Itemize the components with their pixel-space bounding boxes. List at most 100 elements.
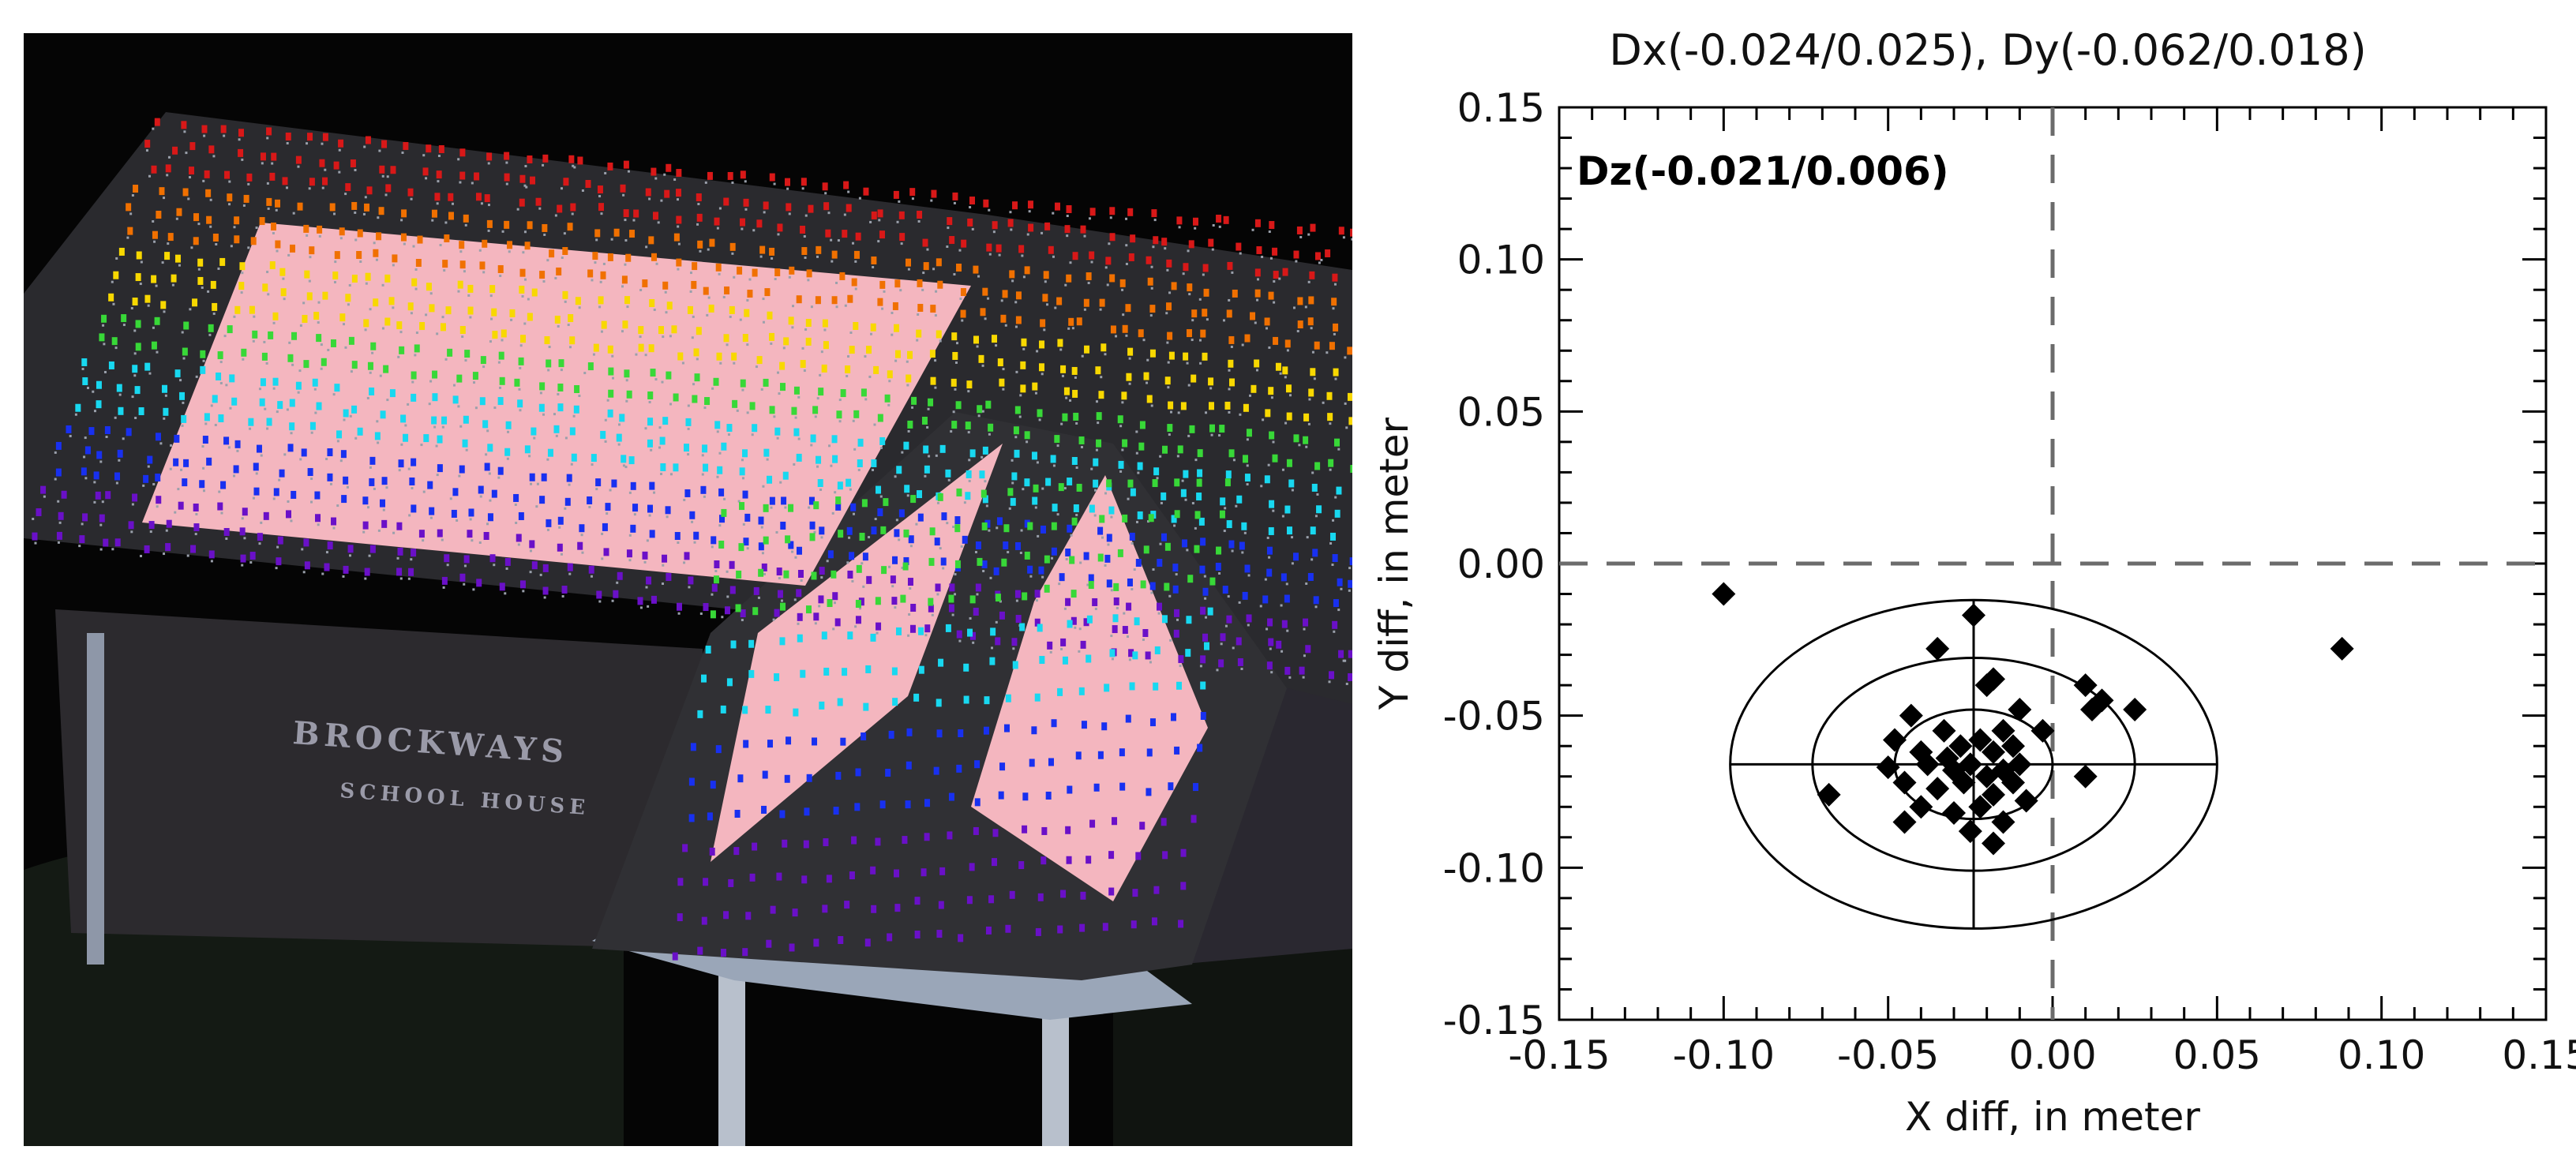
- lidar-point: [1172, 564, 1179, 572]
- lidar-point: [731, 352, 737, 361]
- lidar-point: [696, 193, 702, 202]
- lidar-point: [164, 252, 171, 260]
- lidar-point: [347, 545, 354, 553]
- lidar-point: [1162, 445, 1168, 454]
- lidar-point: [607, 162, 613, 170]
- lidar-point: [922, 238, 928, 247]
- lidar-point: [93, 410, 96, 413]
- lidar-point: [945, 469, 951, 478]
- lidar-point: [464, 223, 467, 227]
- lidar-point: [334, 384, 340, 392]
- lidar-point: [888, 380, 891, 383]
- lidar-point: [564, 497, 571, 506]
- lidar-point: [1198, 298, 1202, 301]
- lidar-point: [1288, 676, 1292, 679]
- lidar-point: [992, 230, 996, 234]
- lidar-point: [1001, 558, 1007, 567]
- lidar-point: [626, 390, 632, 399]
- lidar-point: [197, 276, 204, 285]
- lidar-point: [1064, 283, 1067, 287]
- lidar-point: [823, 667, 830, 676]
- lidar-point: [515, 521, 518, 524]
- lidar-point: [357, 229, 363, 238]
- lidar-point: [1338, 650, 1344, 658]
- lidar-point: [457, 405, 460, 408]
- lidar-point: [1152, 245, 1155, 249]
- lidar-point: [624, 239, 628, 242]
- lidar-point: [713, 377, 719, 386]
- lidar-point: [277, 536, 283, 545]
- lidar-point: [788, 317, 794, 325]
- lidar-point: [673, 463, 679, 472]
- lidar-point: [210, 404, 213, 407]
- lidar-point: [128, 521, 134, 530]
- lidar-point: [655, 262, 658, 265]
- lidar-point: [876, 485, 882, 494]
- lidar-point: [143, 474, 149, 483]
- lidar-point: [737, 266, 743, 275]
- lidar-point: [648, 344, 654, 353]
- lidar-point: [623, 209, 629, 218]
- lidar-point: [539, 573, 542, 576]
- lidar-point: [324, 563, 330, 571]
- lidar-point: [894, 606, 897, 609]
- lidar-point: [1202, 633, 1209, 642]
- lidar-point: [818, 605, 821, 608]
- lidar-point: [309, 421, 316, 430]
- lidar-point: [482, 239, 488, 248]
- lidar-point: [823, 341, 829, 350]
- lidar-point: [1146, 256, 1152, 264]
- lidar-point: [366, 396, 369, 399]
- lidar-point: [621, 275, 628, 284]
- lidar-point: [464, 359, 467, 362]
- lidar-point: [937, 280, 943, 289]
- lidar-point: [960, 288, 966, 297]
- lidar-point: [1104, 353, 1107, 356]
- lidar-point: [126, 428, 132, 436]
- lidar-point: [1310, 327, 1313, 330]
- lidar-point: [1260, 485, 1263, 488]
- data-point: [2073, 764, 2098, 789]
- lidar-point: [218, 490, 221, 493]
- lidar-point: [819, 373, 822, 376]
- lidar-point: [696, 213, 703, 222]
- lidar-point: [229, 406, 232, 410]
- lidar-point: [1286, 349, 1289, 352]
- lidar-point: [952, 410, 955, 414]
- lidar-point: [1005, 694, 1011, 702]
- lidar-point: [968, 459, 971, 462]
- lidar-point: [660, 472, 663, 475]
- lidar-point: [911, 406, 914, 409]
- lidar-point: [392, 254, 398, 263]
- lidar-point: [217, 502, 223, 511]
- lidar-point: [108, 293, 114, 302]
- lidar-point: [1086, 615, 1093, 624]
- lidar-point: [1007, 488, 1014, 496]
- lidar-point: [524, 164, 527, 167]
- lidar-point: [1143, 372, 1149, 380]
- lidar-point: [663, 173, 666, 176]
- lidar-point: [339, 227, 345, 236]
- lidar-point: [407, 467, 411, 470]
- lidar-point: [749, 873, 756, 882]
- lidar-point: [469, 518, 472, 521]
- lidar-point: [539, 496, 546, 504]
- lidar-point: [1336, 486, 1342, 495]
- lidar-point: [917, 313, 920, 316]
- lidar-point: [763, 378, 769, 387]
- lidar-point: [988, 253, 992, 256]
- lidar-point: [1246, 429, 1252, 437]
- lidar-point: [937, 493, 943, 501]
- lidar-point: [677, 602, 683, 611]
- lidar-point: [459, 241, 465, 249]
- lidar-point: [422, 167, 429, 176]
- lidar-point: [451, 202, 454, 205]
- lidar-point: [118, 393, 122, 396]
- lidar-point: [791, 550, 794, 553]
- lidar-point: [1039, 656, 1045, 665]
- lidar-point: [594, 229, 601, 238]
- lidar-point: [400, 414, 407, 423]
- lidar-point: [973, 826, 979, 835]
- lidar-point: [317, 225, 323, 234]
- lidar-point: [1337, 578, 1343, 586]
